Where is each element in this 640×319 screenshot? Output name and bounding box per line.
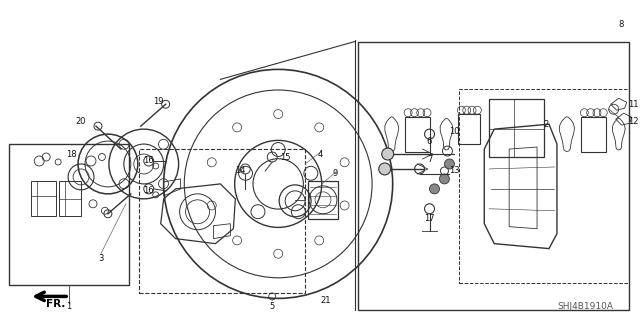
Text: 9: 9 <box>332 169 337 178</box>
Text: 3: 3 <box>99 254 104 263</box>
Text: 12: 12 <box>628 117 639 126</box>
Text: 10: 10 <box>449 127 460 136</box>
Text: 11: 11 <box>628 100 639 109</box>
Text: 21: 21 <box>321 296 332 305</box>
Text: 18: 18 <box>66 150 76 159</box>
Text: 16: 16 <box>143 157 154 166</box>
Text: 5: 5 <box>269 302 275 311</box>
Circle shape <box>440 174 449 184</box>
Text: 13: 13 <box>449 167 460 175</box>
Text: 1: 1 <box>67 302 72 311</box>
Text: 2: 2 <box>543 120 548 129</box>
Text: 4: 4 <box>317 150 323 159</box>
Text: 16: 16 <box>143 186 154 195</box>
Circle shape <box>444 159 454 169</box>
Circle shape <box>429 184 440 194</box>
Text: 8: 8 <box>618 20 623 29</box>
Text: SHJ4B1910A: SHJ4B1910A <box>557 302 614 311</box>
Text: 19: 19 <box>154 97 164 106</box>
Text: 17: 17 <box>424 214 435 223</box>
Text: 15: 15 <box>280 152 291 161</box>
Circle shape <box>379 163 390 175</box>
Text: 6: 6 <box>427 137 432 145</box>
Text: FR.: FR. <box>47 299 66 309</box>
Text: 14: 14 <box>235 167 246 175</box>
Text: 20: 20 <box>76 117 86 126</box>
Circle shape <box>381 148 394 160</box>
Text: 7: 7 <box>427 154 432 164</box>
